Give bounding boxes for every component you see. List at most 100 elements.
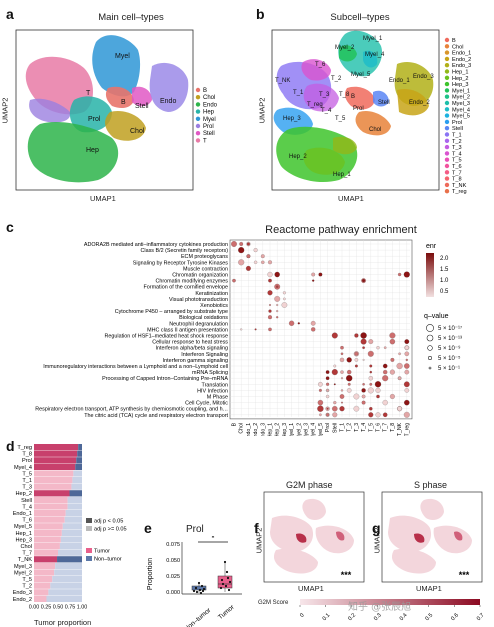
enrichment-dot xyxy=(368,412,374,418)
cluster-label: Prol xyxy=(353,106,364,112)
nontumor-bar xyxy=(61,529,82,536)
enrichment-dot xyxy=(361,394,366,399)
nontumor-bar xyxy=(52,576,82,583)
enrichment-dot xyxy=(403,271,410,278)
row-label: Hep_3 xyxy=(16,537,32,543)
cluster-label: Chol xyxy=(130,128,145,135)
row-label: Endo_1 xyxy=(13,511,32,517)
enrichment-dot xyxy=(312,279,315,282)
row-label: T_3 xyxy=(22,485,32,491)
tumor-bar xyxy=(34,510,66,517)
cluster-label: T_3 xyxy=(319,92,330,98)
enrichment-dot xyxy=(361,388,366,393)
enrichment-dot xyxy=(325,382,330,386)
panel-g-label: g xyxy=(372,520,381,536)
q-legend-label: 5 × 10⁻⁵ xyxy=(438,355,461,362)
row-label: Myel_3 xyxy=(14,564,32,570)
enrichment-dot xyxy=(340,370,344,374)
celltype-label: T_NK xyxy=(397,422,403,436)
enrichment-dot xyxy=(319,413,322,417)
enrichment-dot xyxy=(398,352,401,356)
legend-label: T_1 xyxy=(452,133,462,139)
enrichment-dot xyxy=(346,357,352,363)
legend-swatch xyxy=(195,123,201,129)
q-legend-dot xyxy=(426,334,434,342)
panel-a-label: a xyxy=(6,6,14,22)
enrichment-dot xyxy=(368,376,373,381)
tumor-bar xyxy=(34,595,47,602)
panel-a-umap: Myel T B Stell Endo Prol Chol Hep BCholE… xyxy=(15,29,218,191)
e-ytick: 0.000 xyxy=(166,590,180,596)
x-tick: 0.50 xyxy=(53,604,64,610)
enrichment-dot xyxy=(246,242,250,246)
cluster-label: Hep_3 xyxy=(283,116,301,122)
enrichment-dot xyxy=(318,388,322,392)
pathway-label: ADORA2B mediated anti–inflammatory cytok… xyxy=(84,242,228,248)
enrichment-dot xyxy=(310,320,316,326)
cluster-label: T_NK xyxy=(275,78,290,84)
enrichment-dot xyxy=(317,399,324,406)
enrichment-dot xyxy=(246,254,251,259)
celltype-label: Chol xyxy=(239,423,245,434)
celltype-label: Myel_4 xyxy=(311,423,317,436)
enrichment-dot xyxy=(376,394,380,399)
cluster-label: B xyxy=(121,99,126,106)
legend-swatch xyxy=(444,126,450,131)
pathway-label: Processing of Capped Intron–Containing P… xyxy=(102,376,228,382)
enrichment-dot xyxy=(347,382,351,386)
pathway-label: Class B/2 (Secretin family receptors) xyxy=(141,248,229,254)
enrichment-dot xyxy=(325,376,330,380)
enrichment-dot xyxy=(240,328,243,331)
enrichment-dot xyxy=(269,304,271,306)
cluster-label: Endo_3 xyxy=(413,74,434,80)
q-legend-dot xyxy=(426,324,434,332)
legend-swatch xyxy=(195,131,201,136)
legend-swatch xyxy=(444,94,450,99)
pathway-label: Visual phototransduction xyxy=(169,297,228,303)
e-ytick: 0.050 xyxy=(166,558,180,564)
q-legend-title: q–value xyxy=(424,313,449,320)
enrichment-dot xyxy=(297,322,300,325)
enrichment-dot xyxy=(354,333,359,338)
enrichment-dot xyxy=(389,394,395,399)
legend-sig: adj p < 0.05 xyxy=(94,519,123,525)
enrichment-dot xyxy=(362,358,365,361)
cluster-label: T_5 xyxy=(335,116,346,122)
legend-swatch xyxy=(195,87,201,93)
legend-label: T_NK xyxy=(452,183,467,189)
nontumor-bar xyxy=(59,543,82,550)
legend-swatch xyxy=(444,176,450,181)
enrichment-dot xyxy=(261,260,265,265)
panel-g-xlabel: UMAP1 xyxy=(416,584,442,593)
legend-type: Non–tumor xyxy=(94,557,122,563)
cluster-label: T_6 xyxy=(315,62,326,68)
score-tick: 0.4 xyxy=(399,612,409,622)
g-stars: *** xyxy=(459,570,470,580)
row-label: T_5 xyxy=(22,577,32,583)
legend-swatch xyxy=(444,189,450,194)
cluster-label: Endo_1 xyxy=(389,78,410,84)
enrichment-dot xyxy=(331,332,338,339)
celltype-label: Hep_2 xyxy=(275,423,281,436)
enrichment-dot xyxy=(374,381,382,388)
enrichment-dot xyxy=(346,375,353,382)
nontumor-bar xyxy=(72,477,82,484)
enrichment-dot xyxy=(367,350,374,357)
enrichment-dot xyxy=(383,369,388,375)
legend-swatch xyxy=(444,50,450,55)
celltype-label: T_1 xyxy=(340,423,346,432)
legend-label: Myel_5 xyxy=(452,114,470,120)
celltype-label: Myel_1 xyxy=(289,423,295,436)
legend-swatch xyxy=(444,170,450,175)
enrichment-dot xyxy=(325,370,330,374)
row-label: T_5 xyxy=(22,471,32,477)
nontumor-bar xyxy=(73,470,82,477)
cluster-label: Myel_2 xyxy=(335,45,355,51)
q-legend-label: 5 × 10⁻¹³ xyxy=(438,336,462,342)
celltype-label: Prol xyxy=(325,423,331,432)
legend-swatch xyxy=(444,37,450,43)
pathway-label: Cell Cycle, Mitotic xyxy=(185,401,228,407)
enrichment-dot xyxy=(367,387,374,394)
row-label: T_4 xyxy=(22,504,32,510)
enrichment-dot xyxy=(253,260,258,264)
